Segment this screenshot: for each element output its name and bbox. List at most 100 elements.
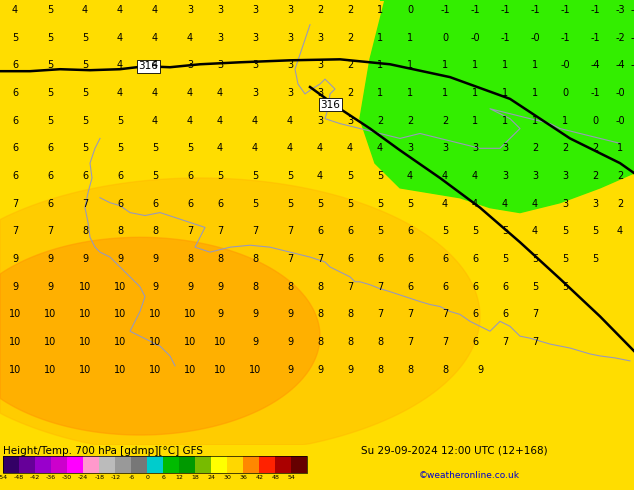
Text: 4: 4 <box>407 171 413 181</box>
Text: 9: 9 <box>317 365 323 375</box>
Text: 9: 9 <box>252 309 258 319</box>
Text: 5: 5 <box>47 5 53 15</box>
Text: -42: -42 <box>30 475 41 480</box>
Text: 10: 10 <box>79 365 91 375</box>
Text: 10: 10 <box>114 309 126 319</box>
Text: 8: 8 <box>217 254 223 264</box>
Text: 6: 6 <box>47 171 53 181</box>
Text: 9: 9 <box>47 254 53 264</box>
Text: 6: 6 <box>12 143 18 153</box>
Text: 2: 2 <box>347 32 353 43</box>
Text: 6: 6 <box>82 171 88 181</box>
Text: 24: 24 <box>207 475 216 480</box>
Bar <box>195 456 211 473</box>
Text: 2: 2 <box>377 116 383 125</box>
Bar <box>275 456 292 473</box>
Text: 10: 10 <box>9 337 21 347</box>
Text: 6: 6 <box>47 198 53 209</box>
Text: 3: 3 <box>562 198 568 209</box>
Text: 10: 10 <box>114 282 126 292</box>
Text: 4: 4 <box>117 60 123 70</box>
Text: -36: -36 <box>46 475 56 480</box>
Text: 5: 5 <box>47 32 53 43</box>
Text: -1: -1 <box>470 5 480 15</box>
Text: 4: 4 <box>287 143 293 153</box>
Text: 3: 3 <box>502 143 508 153</box>
Text: 8: 8 <box>317 309 323 319</box>
Text: 6: 6 <box>472 254 478 264</box>
Text: 7: 7 <box>47 226 53 236</box>
Text: 5: 5 <box>252 171 258 181</box>
Text: 9: 9 <box>217 282 223 292</box>
Text: 18: 18 <box>191 475 199 480</box>
Text: 8: 8 <box>377 365 383 375</box>
Text: 6: 6 <box>502 309 508 319</box>
Text: 1: 1 <box>562 116 568 125</box>
Text: 4: 4 <box>532 226 538 236</box>
Text: 3: 3 <box>287 5 293 15</box>
Text: 7: 7 <box>532 309 538 319</box>
Text: 4: 4 <box>152 116 158 125</box>
Text: 4: 4 <box>252 143 258 153</box>
Text: 6: 6 <box>117 171 123 181</box>
Text: 8: 8 <box>117 226 123 236</box>
Text: 5: 5 <box>562 282 568 292</box>
Text: 3: 3 <box>252 60 258 70</box>
Text: 2: 2 <box>442 116 448 125</box>
Text: 4: 4 <box>152 5 158 15</box>
Text: 5: 5 <box>377 198 383 209</box>
Bar <box>3 456 19 473</box>
Bar <box>83 456 100 473</box>
Text: 2: 2 <box>317 5 323 15</box>
Text: 1: 1 <box>502 88 508 98</box>
Text: 7: 7 <box>502 337 508 347</box>
Text: 7: 7 <box>252 226 258 236</box>
Text: -1: -1 <box>500 5 510 15</box>
Text: 12: 12 <box>176 475 183 480</box>
Text: -0: -0 <box>615 88 625 98</box>
Text: -0: -0 <box>615 116 625 125</box>
Text: 7: 7 <box>187 226 193 236</box>
Text: 5: 5 <box>82 32 88 43</box>
Text: 9: 9 <box>252 337 258 347</box>
Bar <box>164 456 179 473</box>
Text: 8: 8 <box>152 226 158 236</box>
Text: Su 29-09-2024 12:00 UTC (12+168): Su 29-09-2024 12:00 UTC (12+168) <box>361 446 548 456</box>
Text: 4: 4 <box>377 143 383 153</box>
Text: -6: -6 <box>128 475 134 480</box>
Text: 1: 1 <box>377 5 383 15</box>
Text: 5: 5 <box>442 226 448 236</box>
Text: 2: 2 <box>617 171 623 181</box>
Text: 8: 8 <box>252 254 258 264</box>
Text: 0: 0 <box>562 88 568 98</box>
Text: 10: 10 <box>44 337 56 347</box>
Text: 5: 5 <box>217 171 223 181</box>
Text: 9: 9 <box>117 254 123 264</box>
Text: 10: 10 <box>44 365 56 375</box>
Text: -54: -54 <box>0 475 8 480</box>
Text: 2: 2 <box>592 171 598 181</box>
Text: 4: 4 <box>152 32 158 43</box>
Text: 10: 10 <box>184 337 196 347</box>
Text: 6: 6 <box>472 309 478 319</box>
Text: 1: 1 <box>472 116 478 125</box>
Text: 10: 10 <box>79 282 91 292</box>
Text: 1: 1 <box>502 116 508 125</box>
Text: 6: 6 <box>162 475 165 480</box>
Text: 7: 7 <box>82 198 88 209</box>
Text: 4: 4 <box>117 32 123 43</box>
Text: 6: 6 <box>187 171 193 181</box>
Text: -1: -1 <box>440 5 450 15</box>
Text: 5: 5 <box>47 116 53 125</box>
Text: 4: 4 <box>187 116 193 125</box>
Text: 5: 5 <box>562 226 568 236</box>
Text: 10: 10 <box>184 365 196 375</box>
Text: -2: -2 <box>630 60 634 70</box>
Text: 4: 4 <box>252 116 258 125</box>
Text: 5: 5 <box>347 198 353 209</box>
Text: 6: 6 <box>442 254 448 264</box>
Bar <box>115 456 131 473</box>
Text: 3: 3 <box>407 143 413 153</box>
Text: 4: 4 <box>217 88 223 98</box>
Text: 10: 10 <box>214 337 226 347</box>
